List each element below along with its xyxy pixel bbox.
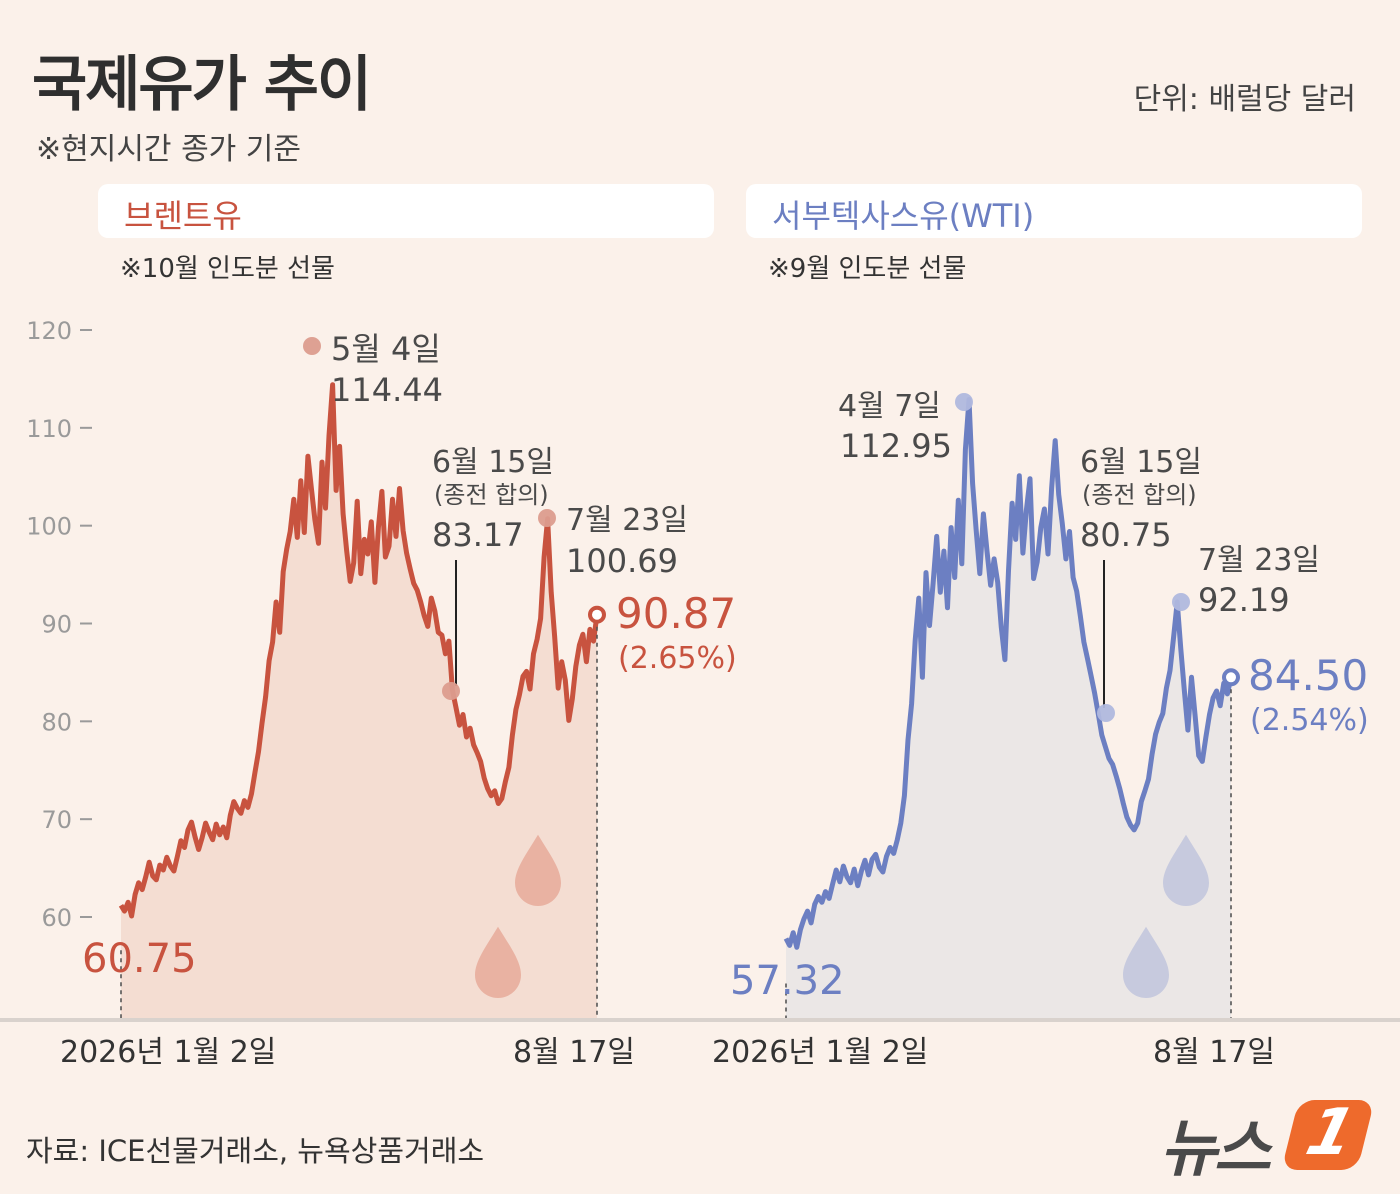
y-tick-label: 70 [41, 806, 72, 834]
oil-drop-icon [475, 926, 521, 998]
wti-title: 서부텍사스유(WTI) [772, 197, 1035, 235]
annotation-dot [442, 682, 460, 700]
annotation-label: 112.95 [840, 427, 952, 465]
annotation-dot [1172, 593, 1190, 611]
end-value-label: 90.87 [616, 589, 736, 638]
y-tick-label: 100 [26, 513, 72, 541]
end-change-label: (2.54%) [1250, 703, 1369, 738]
annotation-dot [538, 509, 556, 527]
annotation-label: 6월 15일 [1080, 445, 1202, 480]
page-title: 국제유가 추이 [32, 50, 372, 120]
end-point-marker [588, 605, 606, 624]
annotation-label: 100.69 [566, 542, 678, 580]
y-tick-label: 120 [26, 317, 72, 345]
annotation-label: 7월 23일 [566, 503, 688, 538]
brent-title: 브렌트유 [124, 197, 242, 235]
brent-note: ※10월 인도분 선물 [120, 254, 335, 284]
wti-header-pill: 서부텍사스유(WTI) [746, 184, 1362, 238]
start-value-label: 60.75 [82, 936, 197, 982]
source-note: 자료: ICE선물거래소, 뉴욕상품거래소 [26, 1134, 485, 1168]
annotation-dot [303, 337, 321, 355]
x-axis-baseline [0, 1018, 1400, 1022]
annotation-dot [1097, 704, 1115, 722]
end-change-label: (2.65%) [618, 641, 737, 676]
oil-drop-icon [1123, 926, 1169, 998]
oil-drop-icon [515, 834, 561, 906]
annotation-label: (종전 합의) [434, 481, 549, 509]
annotation-label: (종전 합의) [1082, 481, 1197, 509]
x-axis-start-label: 2026년 1월 2일 [712, 1035, 928, 1070]
brent-header-pill: 브렌트유 [98, 184, 714, 238]
annotation-label: 5월 4일 [331, 330, 441, 368]
annotation-label: 4월 7일 [838, 389, 941, 424]
start-value-label: 57.32 [730, 958, 845, 1004]
annotation-label: 114.44 [331, 371, 443, 409]
annotation-label: 7월 23일 [1198, 543, 1320, 578]
y-tick-label: 90 [41, 611, 72, 639]
annotation-label: 6월 15일 [432, 445, 554, 480]
series-line [783, 397, 1234, 950]
oil-drop-icon [1163, 834, 1209, 906]
wti-note: ※9월 인도분 선물 [768, 254, 967, 284]
series-line [118, 382, 600, 919]
x-axis-end-label: 8월 17일 [513, 1035, 635, 1070]
end-value-label: 84.50 [1248, 651, 1368, 700]
unit-label: 단위: 배럴당 달러 [1133, 82, 1356, 117]
news1-logo-text: 뉴스 [1160, 1112, 1271, 1185]
annotation-label: 83.17 [432, 516, 524, 554]
y-tick-label: 110 [26, 415, 72, 443]
news1-logo-number: 1 [1299, 1096, 1363, 1170]
y-tick-label: 80 [41, 708, 72, 736]
x-axis-end-label: 8월 17일 [1153, 1035, 1275, 1070]
x-axis-start-label: 2026년 1월 2일 [60, 1035, 276, 1070]
page-subtitle: ※현지시간 종가 기준 [36, 132, 302, 167]
end-point-marker [1222, 668, 1240, 687]
series-area [121, 384, 597, 1018]
series-area [786, 399, 1231, 1018]
annotation-label: 80.75 [1080, 516, 1172, 554]
annotation-dot [955, 393, 973, 411]
y-tick-label: 60 [41, 904, 72, 932]
annotation-label: 92.19 [1198, 581, 1290, 619]
